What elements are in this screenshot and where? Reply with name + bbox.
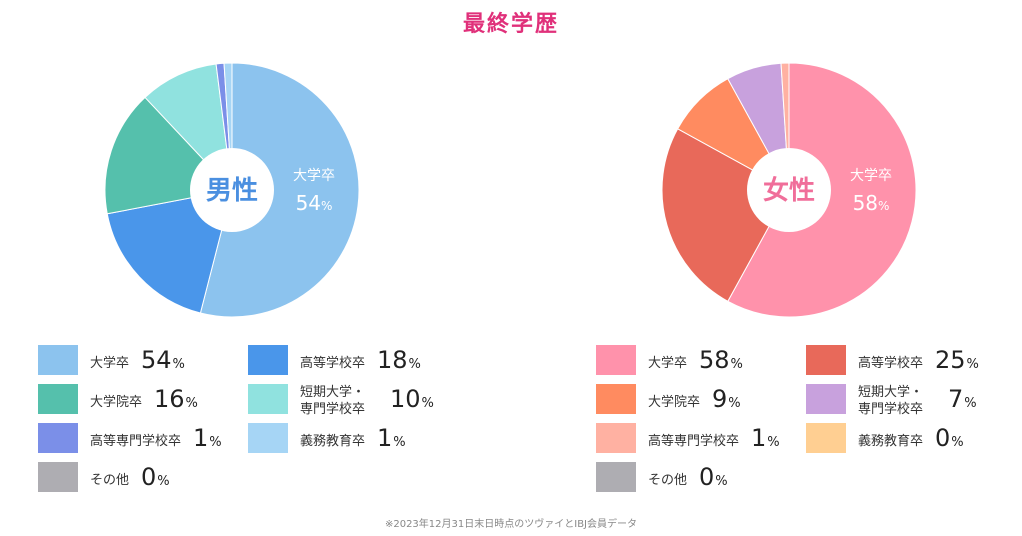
female-legend-swatch: [596, 423, 636, 453]
female-legend-label: 短期大学・ 専門学校卒: [858, 385, 924, 417]
male-slice-0: [199, 62, 360, 318]
male-legend-swatch: [38, 345, 78, 375]
female-legend-value: 25%: [935, 346, 979, 374]
male-center-hole: [190, 148, 274, 232]
male-highlight-label: 大学卒: [293, 168, 335, 184]
male-legend-value: 10%: [390, 385, 434, 413]
female-highlight-value: 58%: [853, 191, 890, 215]
female-legend-swatch: [596, 462, 636, 492]
female-legend-swatch: [596, 345, 636, 375]
female-center-hole: [747, 148, 831, 232]
male-legend-label: 大学院卒: [90, 395, 143, 410]
chart-title: 最終学歴: [462, 12, 559, 37]
female-legend-swatch: [806, 384, 846, 414]
female-legend-value: 0%: [935, 424, 964, 452]
male-legend-label: 高等専門学校卒: [90, 434, 182, 449]
male-slice-1: [106, 189, 233, 314]
male-legend-swatch: [248, 423, 288, 453]
male-legend-item-4: 高等専門学校卒 1%: [38, 423, 248, 457]
male-legend-item-2: 大学院卒 16%: [38, 384, 248, 418]
male-legend-item-6: その他 0%: [38, 462, 248, 496]
male-legend-value: 0%: [141, 463, 170, 491]
female-legend-label: 大学院卒: [648, 395, 701, 410]
male-highlight-value: 54%: [296, 191, 333, 215]
female-legend-swatch: [596, 384, 636, 414]
female-legend-item-3: 短期大学・ 専門学校卒 7%: [806, 384, 1016, 418]
female-legend-item-2: 大学院卒 9%: [596, 384, 806, 418]
female-legend-swatch: [806, 345, 846, 375]
female-legend-value: 58%: [699, 346, 743, 374]
female-legend-swatch: [806, 423, 846, 453]
male-legend-item-3: 短期大学・ 専門学校卒 10%: [248, 384, 458, 418]
female-highlight-label: 大学卒: [850, 168, 892, 184]
female-legend-value: 9%: [712, 385, 741, 413]
male-legend-value: 1%: [377, 424, 406, 452]
male-legend-value: 16%: [154, 385, 198, 413]
female-center-label: 女性: [763, 175, 815, 206]
male-legend-item-5: 義務教育卒 1%: [248, 423, 458, 457]
male-legend-label: その他: [90, 473, 130, 488]
female-legend-item-0: 大学卒 58%: [596, 345, 806, 379]
female-legend-item-4: 高等専門学校卒 1%: [596, 423, 806, 457]
male-legend-label: 高等学校卒: [300, 356, 366, 371]
male-legend-value: 1%: [193, 424, 222, 452]
male-legend-swatch: [248, 345, 288, 375]
female-legend-label: 高等専門学校卒: [648, 434, 740, 449]
female-legend-item-1: 高等学校卒 25%: [806, 345, 1016, 379]
male-legend-item-0: 大学卒 54%: [38, 345, 248, 379]
female-legend-item-5: 義務教育卒 0%: [806, 423, 1016, 457]
female-legend-item-6: その他 0%: [596, 462, 806, 496]
female-legend-value: 0%: [699, 463, 728, 491]
male-legend-value: 54%: [141, 346, 185, 374]
footnote: ※2023年12月31日末日時点のツヴァイとIBJ会員データ: [384, 519, 638, 530]
male-pie-chart: 男性 大学卒 54%: [104, 62, 360, 318]
male-legend-swatch: [248, 384, 288, 414]
male-panel: 男性 大学卒 54% 大学卒 54% 高等学校卒 18% 大学院卒 16% 短期大学・ 専門学校…: [38, 62, 458, 496]
male-legend-swatch: [38, 384, 78, 414]
female-legend-label: 義務教育卒: [858, 434, 924, 449]
male-center-label: 男性: [206, 176, 258, 206]
female-slice-1: [661, 128, 790, 302]
female-legend-label: 大学卒: [648, 356, 688, 371]
male-legend-label: 大学卒: [90, 356, 130, 371]
female-legend-label: 高等学校卒: [858, 356, 924, 371]
male-legend-label: 義務教育卒: [300, 434, 366, 449]
female-panel: 女性 大学卒 58% 大学卒 58% 高等学校卒 25% 大学院卒 9% 短期大学・ 専門学校卒…: [511, 0, 1022, 536]
female-legend-label: その他: [648, 473, 688, 488]
male-legend-swatch: [38, 462, 78, 492]
male-legend-swatch: [38, 423, 78, 453]
female-legend-value: 7%: [948, 385, 977, 413]
male-legend-value: 18%: [377, 346, 421, 374]
female-pie-chart: 女性 大学卒 58%: [661, 62, 917, 318]
female-legend-value: 1%: [751, 424, 780, 452]
male-legend-label: 短期大学・ 専門学校卒: [300, 385, 366, 417]
male-legend-item-1: 高等学校卒 18%: [248, 345, 458, 379]
